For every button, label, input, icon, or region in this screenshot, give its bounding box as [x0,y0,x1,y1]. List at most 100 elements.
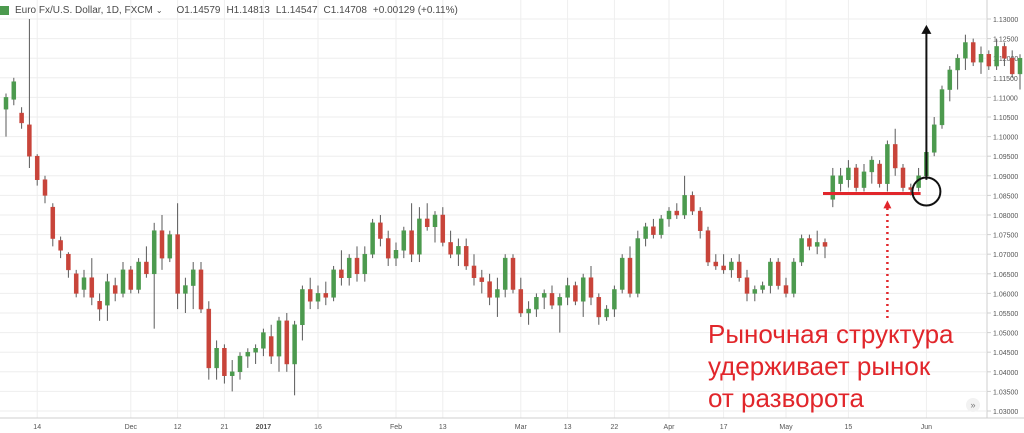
candle [627,246,633,298]
candle [331,265,336,302]
candle-body-down [549,293,555,306]
candle [261,328,266,357]
candle [557,293,563,333]
candle [768,258,773,294]
candle-body-up [978,54,984,63]
candle [81,269,87,298]
candle [1017,54,1023,90]
candle [541,289,547,310]
candle-body-down [97,300,102,310]
candle [292,320,297,396]
candle-body-up [534,297,539,310]
candle [814,230,820,255]
candle-body-up [791,261,797,294]
candle [744,269,750,302]
candle [315,285,321,310]
candle-body-up [105,281,110,306]
time-tick-label: 13 [439,424,447,431]
annotation-line-2: удерживает рынок [708,351,931,381]
candle [900,164,906,192]
candle [931,117,937,157]
candle [471,254,477,286]
candle [487,273,492,306]
candle [417,207,422,263]
time-tick-label: 21 [221,424,229,431]
candle [393,242,399,266]
candle [253,344,258,364]
candle [721,254,726,274]
grid-lines [0,0,986,418]
candle [120,262,126,298]
candle-body-up [955,57,960,71]
symbol-name[interactable]: Euro Fx/U.S. Dollar, 1D, FXCM [15,4,153,16]
time-tick-label: 22 [611,424,619,431]
candle [229,360,235,392]
price-tick-label: 1.08000 [993,213,1018,220]
candle [19,107,24,129]
candle [978,46,984,74]
candle-body-down [159,230,165,259]
candle-body-down [627,257,633,294]
scroll-to-end-icon[interactable]: » [966,398,980,412]
candle [432,211,438,243]
price-tick-label: 1.05000 [993,331,1018,338]
candle-body-down [487,281,492,298]
time-tick-label: Feb [390,424,402,431]
price-tick-label: 1.06000 [993,291,1018,298]
candle-body-down [651,226,656,235]
price-tick-label: 1.07500 [993,233,1018,240]
candle-body-up [1017,57,1023,75]
candle-body-up [190,269,196,286]
price-tick-label: 1.04000 [993,370,1018,377]
candle [183,277,188,313]
candle-body-down [744,277,750,294]
candle-body-up [253,348,258,353]
candle-body-up [869,159,875,173]
candle-body-down [144,261,149,275]
candle [167,230,173,263]
time-axis[interactable]: 14 Dec 12 21 2017 16 Feb 13 Mar 13 22 Apr 17 May 15 Jun [33,424,932,431]
candle-body-up [768,261,773,286]
candle-body-down [713,261,719,267]
candle [362,246,368,282]
candle [222,344,227,384]
annotation-line-1: Рыночная структура [708,319,954,349]
candle-body-down [448,242,453,255]
candle-body-up [666,210,672,220]
candle [526,301,531,325]
candle [752,285,758,302]
candle [307,277,313,310]
candle-body-up [760,285,765,290]
candle [619,254,625,294]
chevron-down-icon[interactable]: ⌄ [155,5,163,15]
time-tick-label: May [779,424,793,431]
highlight-circle [911,176,942,207]
candle-body-up [830,175,836,200]
candle [151,222,157,329]
candle [830,167,836,208]
candle-body-down [50,206,56,239]
candle-body-down [736,261,742,278]
price-tick-label: 1.12000 [993,56,1018,63]
candle-body-down [892,144,898,169]
candle-body-up [643,226,648,239]
candle [495,277,500,317]
candle [27,19,32,168]
candle [588,265,594,306]
candle-body-down [198,269,204,310]
candle-body-down [66,253,71,271]
candle-body-down [986,54,992,67]
price-tick-label: 1.11000 [993,95,1018,102]
candle-body-down [89,277,95,298]
candle [284,313,290,372]
candle [963,34,968,70]
candle-body-down [479,277,485,282]
candle-body-down [409,230,414,255]
candle-body-down [424,218,430,228]
candle-body-down [596,297,602,318]
candle [869,156,875,184]
candle [994,38,999,70]
price-axis[interactable]: 1.13000 1.12500 1.12000 1.11500 1.11000 1.105… [987,17,1018,416]
